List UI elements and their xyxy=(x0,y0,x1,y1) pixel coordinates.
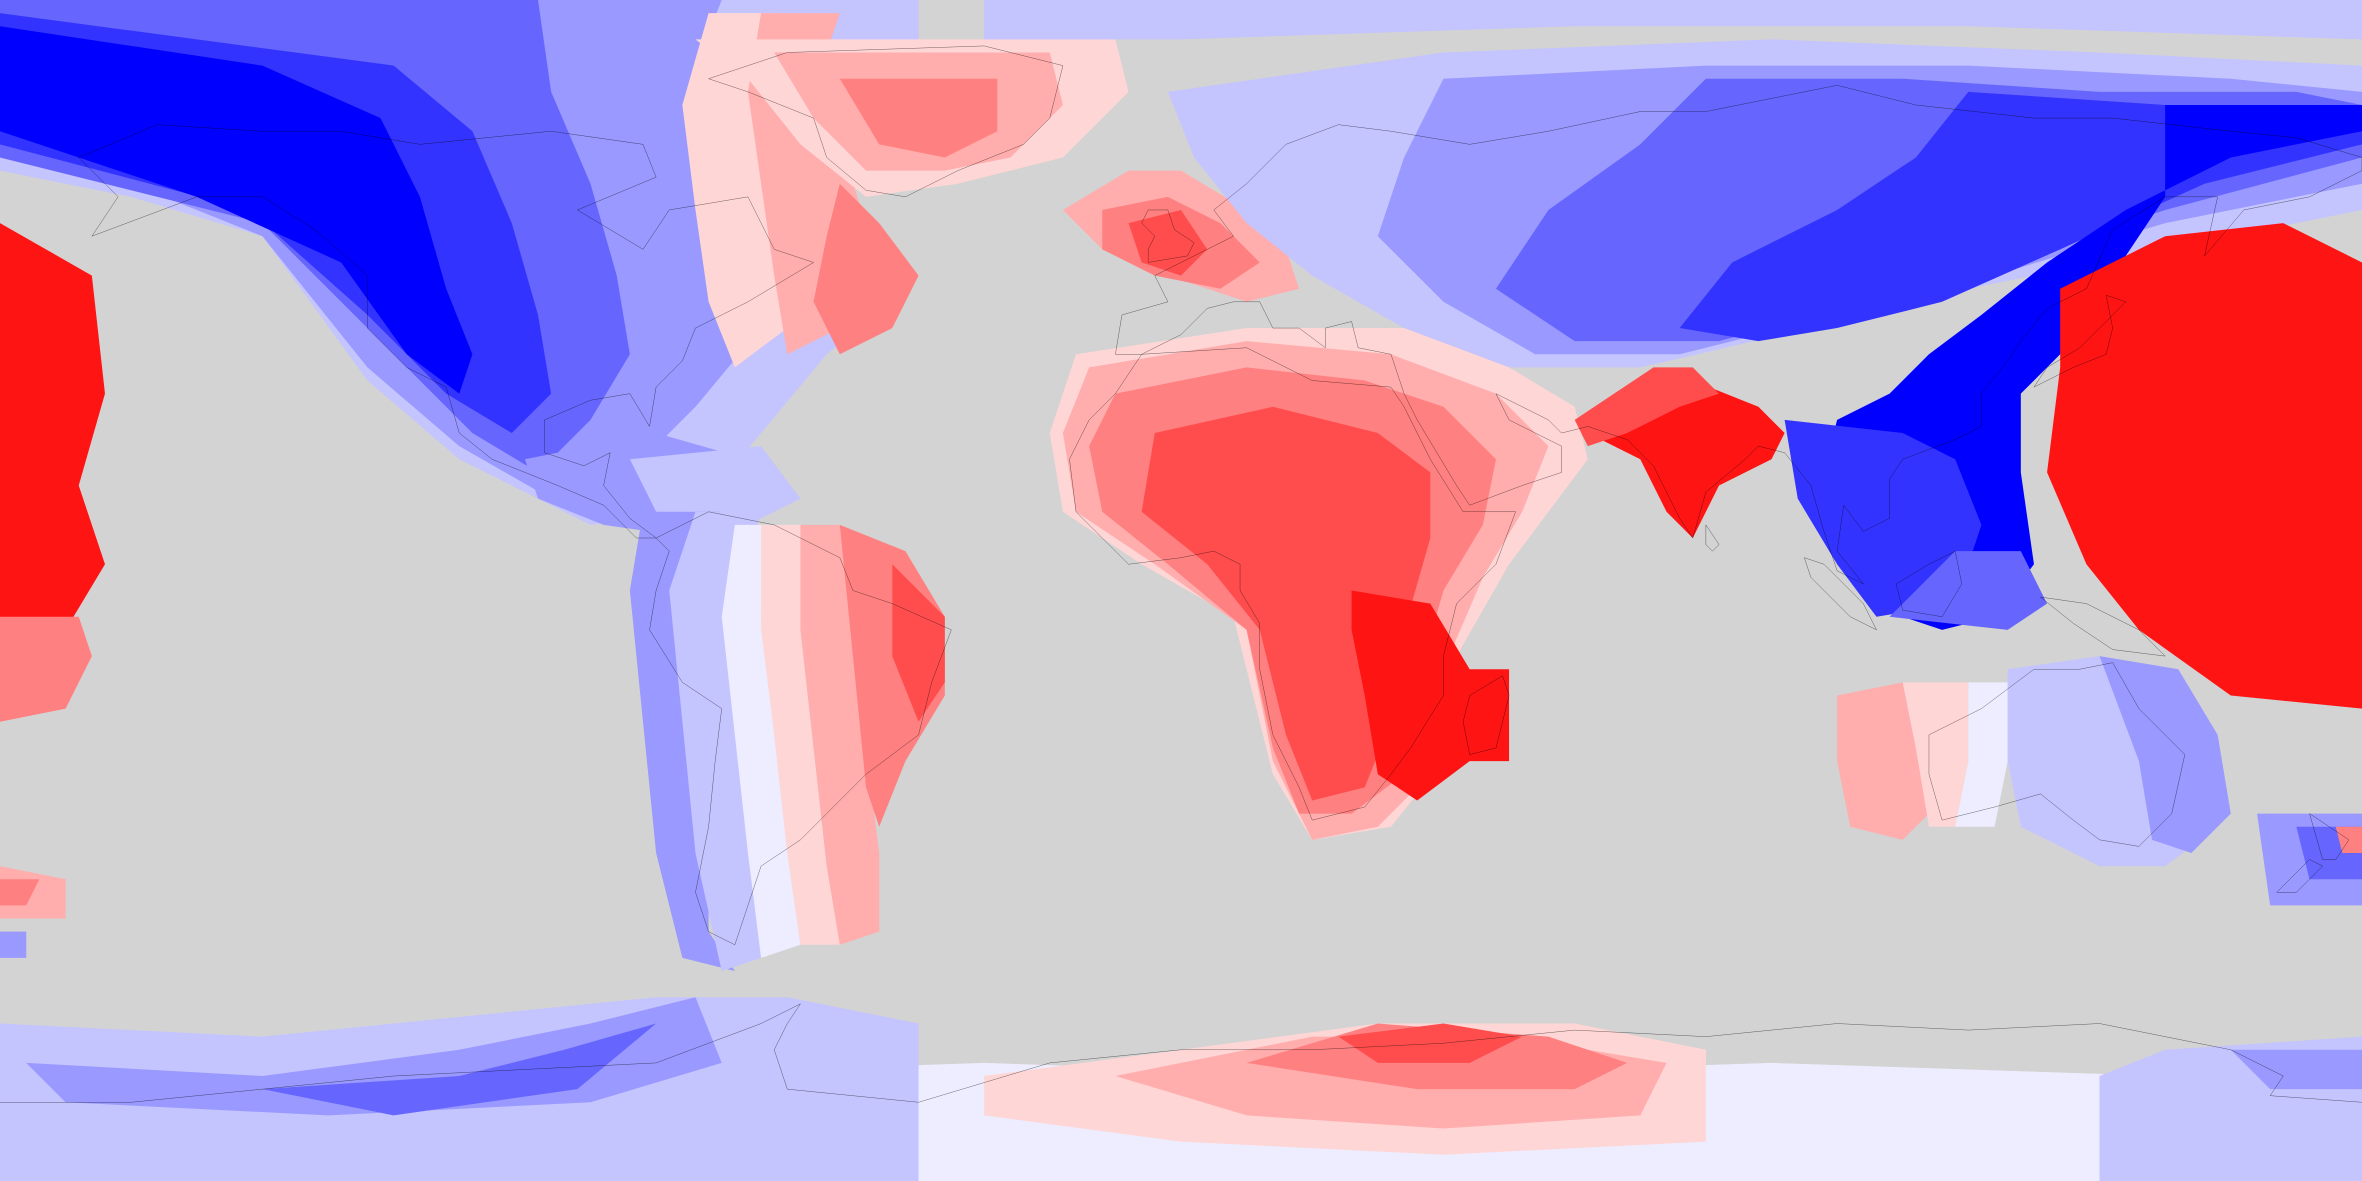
coastlines xyxy=(0,46,2362,1102)
sa-band-2 xyxy=(669,511,762,972)
coast-japan xyxy=(2034,295,2126,387)
epac-1 xyxy=(0,223,105,709)
coast-australia xyxy=(1929,663,2185,847)
na-east-3 xyxy=(813,183,919,355)
africa-5 xyxy=(1351,590,1470,801)
coast-uk xyxy=(1142,210,1194,262)
coast-borneo xyxy=(1896,551,1962,617)
coast-south-america xyxy=(650,512,952,945)
coast-greenland xyxy=(709,46,1063,197)
spac-2 xyxy=(0,879,40,906)
ant-west-3 xyxy=(262,1023,657,1116)
coast-antarctica xyxy=(0,1004,2362,1102)
ant-east-4 xyxy=(1338,1023,1523,1063)
coast-africa xyxy=(1069,348,1515,820)
madagascar xyxy=(1456,669,1510,762)
coast-nz-s xyxy=(2277,860,2323,893)
aus-band-5 xyxy=(2099,656,2231,853)
wpac-1 xyxy=(2047,223,2362,709)
africa-4 xyxy=(1141,406,1431,801)
coast-europe-asia xyxy=(1115,85,2362,584)
sa-band-3 xyxy=(721,524,801,958)
india-halo xyxy=(1574,367,1720,447)
sa-band-5 xyxy=(800,524,880,945)
se-asia-1 xyxy=(1784,419,1982,617)
aus-band-2 xyxy=(1902,682,1969,827)
coast-sumatra xyxy=(1804,558,1876,630)
epac-2 xyxy=(0,616,92,722)
coast-north-america xyxy=(79,125,814,538)
coast-madagascar xyxy=(1463,676,1509,755)
spac-3 xyxy=(0,931,27,958)
sa-band-4 xyxy=(761,524,840,945)
na-band-5 xyxy=(0,26,473,394)
coast-sri-lanka xyxy=(1706,525,1719,551)
aus-band-1 xyxy=(1837,682,1929,840)
carib-2 xyxy=(629,446,801,525)
aus-band-3 xyxy=(1955,682,2008,827)
coast-nz xyxy=(2310,814,2349,860)
coast-new-guinea xyxy=(2041,597,2166,656)
greenland-3 xyxy=(839,78,998,158)
ant-pac-2 xyxy=(2230,1049,2362,1090)
se-asia-2 xyxy=(1889,551,2048,630)
arctic-belt xyxy=(984,0,2362,40)
